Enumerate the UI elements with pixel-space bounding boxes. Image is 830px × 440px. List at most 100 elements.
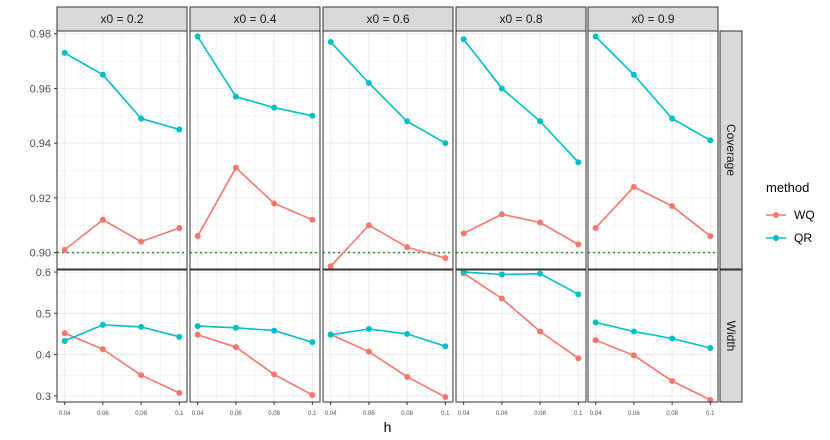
data-point-qr	[138, 323, 145, 330]
facet-strip-column	[56, 6, 188, 32]
data-point-qr	[498, 85, 505, 92]
facet-strip-row-label: Coverage	[724, 124, 738, 176]
data-point-qr	[575, 159, 582, 166]
data-point-wq	[630, 183, 637, 190]
x-axis-title: h	[384, 419, 392, 435]
series-line-wq	[64, 332, 180, 394]
series-line-qr	[595, 321, 711, 349]
data-point-wq	[498, 211, 505, 218]
data-point-wq	[138, 372, 145, 379]
facet-strip-column	[455, 6, 587, 32]
data-point-wq	[61, 330, 68, 337]
series-line-qr	[196, 36, 313, 117]
x-tick-label: 0.04	[59, 411, 71, 417]
panel-border	[56, 269, 188, 403]
data-point-qr	[442, 140, 449, 147]
data-point-qr	[404, 118, 411, 125]
data-point-wq	[669, 203, 676, 210]
data-point-wq	[707, 233, 714, 240]
data-point-qr	[707, 344, 714, 351]
data-point-qr	[138, 115, 145, 122]
data-point-qr	[537, 270, 544, 277]
data-point-wq	[365, 348, 372, 355]
data-point-qr	[327, 38, 334, 45]
x-tick-label: 0.06	[628, 411, 640, 417]
data-point-wq	[592, 337, 599, 344]
data-point-qr	[61, 49, 68, 56]
x-tick-label: 0.08	[666, 411, 678, 417]
data-point-qr	[61, 337, 68, 344]
facet-strip-column	[189, 6, 321, 32]
data-point-wq	[575, 355, 582, 362]
panel-border	[189, 30, 321, 270]
panel-border	[189, 269, 321, 403]
data-point-qr	[232, 324, 239, 331]
facet-panel	[587, 269, 719, 403]
data-point-wq	[537, 328, 544, 335]
series-line-wq	[197, 334, 313, 396]
data-point-qr	[327, 331, 334, 338]
series-line-wq	[595, 339, 711, 401]
facet-strip-label: x0 = 0.6	[366, 12, 409, 26]
panel-border	[587, 269, 719, 403]
facet-panel	[455, 269, 587, 403]
data-point-qr	[194, 323, 201, 330]
data-point-wq	[442, 394, 449, 401]
series-line-wq	[463, 272, 579, 359]
x-tick-label: 0.08	[534, 411, 546, 417]
x-tick-label: 0.06	[97, 411, 109, 417]
data-point-wq	[327, 263, 334, 270]
x-tick-label: 0.1	[574, 411, 583, 417]
data-point-wq	[99, 346, 106, 353]
data-point-qr	[365, 79, 372, 86]
x-tick-label: 0.1	[175, 411, 184, 417]
data-point-wq	[669, 377, 676, 384]
data-point-qr	[271, 104, 278, 111]
data-point-wq	[271, 371, 278, 378]
x-tick-label: 0.1	[706, 411, 715, 417]
x-tick-label: 0.1	[441, 411, 450, 417]
data-point-wq	[707, 396, 714, 403]
series-line-qr	[64, 324, 180, 342]
series-line-wq	[463, 213, 579, 246]
x-tick-label: 0.04	[458, 411, 470, 417]
data-point-wq	[575, 241, 582, 248]
series-line-qr	[463, 271, 579, 296]
facet-panel	[322, 269, 454, 403]
y-tick-label: 0.5	[36, 308, 51, 320]
data-point-qr	[460, 269, 467, 276]
x-tick-label: 0.08	[135, 411, 147, 417]
data-point-qr	[669, 115, 676, 122]
data-point-qr	[630, 71, 637, 78]
data-point-wq	[232, 164, 239, 171]
x-tick-label: 0.08	[401, 411, 413, 417]
data-point-wq	[176, 224, 183, 231]
series-line-wq	[64, 218, 180, 251]
facet-panel	[56, 30, 188, 270]
panel-border	[455, 269, 587, 403]
series-line-qr	[595, 35, 711, 142]
facet-panel	[56, 269, 188, 403]
facet-strip-row	[719, 30, 743, 270]
series-line-qr	[462, 38, 579, 163]
data-point-wq	[194, 331, 201, 338]
x-tick-label: 0.04	[192, 411, 204, 417]
y-tick-label: 0.90	[30, 248, 51, 260]
facet-panel	[189, 30, 321, 270]
y-tick-label: 0.94	[30, 138, 51, 150]
x-tick-label: 0.06	[230, 411, 242, 417]
facet-strip-label: x0 = 0.4	[233, 12, 276, 26]
data-point-wq	[442, 255, 449, 262]
facet-strip-row-label: Width	[724, 321, 738, 352]
data-point-wq	[404, 373, 411, 380]
data-point-qr	[460, 36, 467, 43]
legend-label: WQ	[794, 208, 815, 222]
facet-strip-label: x0 = 0.9	[631, 12, 674, 26]
x-tick-label: 0.08	[268, 411, 280, 417]
data-point-qr	[309, 339, 316, 346]
x-tick-label: 0.04	[590, 411, 602, 417]
facet-strip-label: x0 = 0.2	[100, 12, 143, 26]
data-point-wq	[498, 295, 505, 302]
data-point-wq	[630, 352, 637, 359]
y-tick-label: 0.6	[36, 267, 51, 279]
